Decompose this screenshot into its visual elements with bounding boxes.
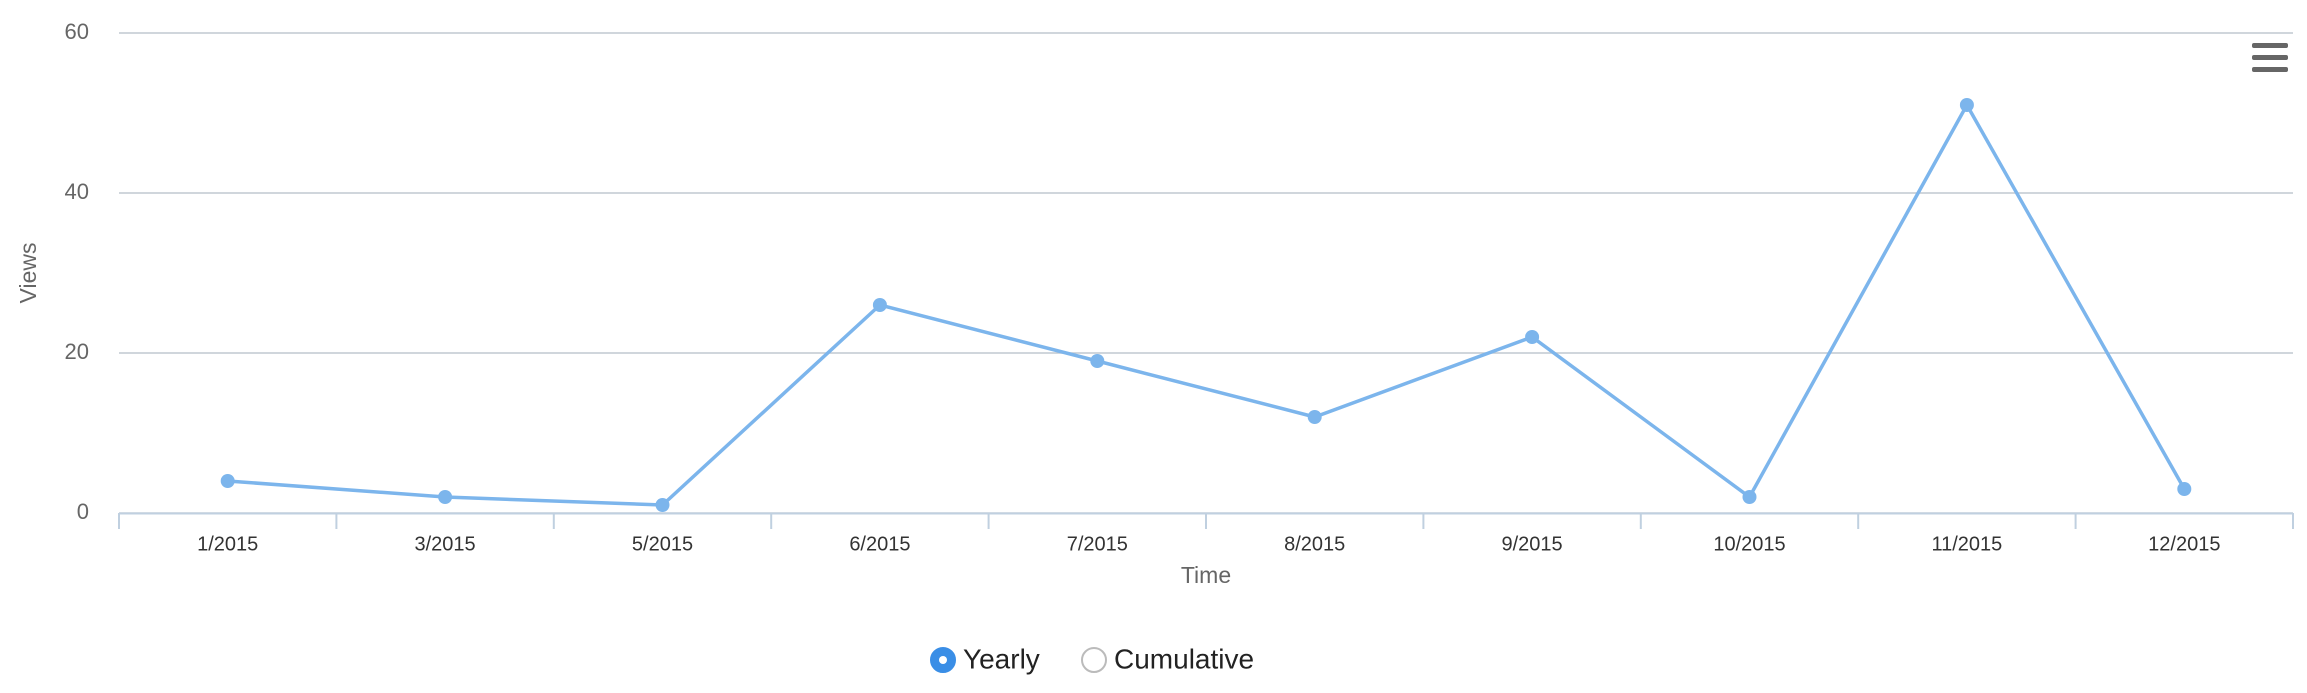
x-axis-title: Time bbox=[1181, 562, 1231, 588]
radio-label[interactable]: Cumulative bbox=[1114, 643, 1254, 674]
x-tick-label: 3/2015 bbox=[415, 533, 476, 555]
point bbox=[2177, 482, 2192, 496]
x-tick-label: 7/2015 bbox=[1067, 533, 1128, 555]
menu-bar[interactable] bbox=[2252, 67, 2288, 72]
point bbox=[872, 298, 887, 312]
radio-cumulative[interactable]: Cumulative bbox=[1081, 643, 1254, 674]
point bbox=[220, 474, 235, 488]
radio-button[interactable] bbox=[1081, 647, 1107, 673]
point bbox=[438, 490, 453, 504]
x-tick-label: 5/2015 bbox=[632, 533, 693, 555]
y-tick-label: 0 bbox=[77, 499, 89, 524]
y-tick-label: 60 bbox=[65, 19, 89, 44]
y-axis-title: Views bbox=[15, 243, 41, 304]
line bbox=[227, 101, 2186, 507]
menu-bar[interactable] bbox=[2252, 55, 2288, 60]
x-tick-label: 6/2015 bbox=[849, 533, 910, 555]
x-tick-label: 10/2015 bbox=[1713, 533, 1785, 555]
x-tick-label: 8/2015 bbox=[1284, 533, 1345, 555]
y-tick-label: 40 bbox=[65, 179, 89, 204]
radio-label[interactable]: Yearly bbox=[963, 643, 1040, 674]
menu-bar[interactable] bbox=[2252, 43, 2288, 48]
point bbox=[1742, 490, 1757, 504]
x-tick-label: 1/2015 bbox=[197, 533, 258, 555]
point bbox=[1959, 98, 1974, 112]
point bbox=[1307, 410, 1322, 424]
x-tick-label: 12/2015 bbox=[2148, 533, 2220, 555]
menu-button[interactable] bbox=[2252, 43, 2288, 72]
point bbox=[1525, 330, 1540, 344]
radio-dot bbox=[939, 656, 947, 664]
radio-yearly[interactable]: Yearly bbox=[930, 643, 1040, 674]
point bbox=[655, 498, 670, 512]
point bbox=[1090, 354, 1105, 368]
x-tick-label: 9/2015 bbox=[1502, 533, 1563, 555]
y-tick-label: 20 bbox=[65, 339, 89, 364]
x-tick-label: 11/2015 bbox=[1931, 533, 2002, 555]
